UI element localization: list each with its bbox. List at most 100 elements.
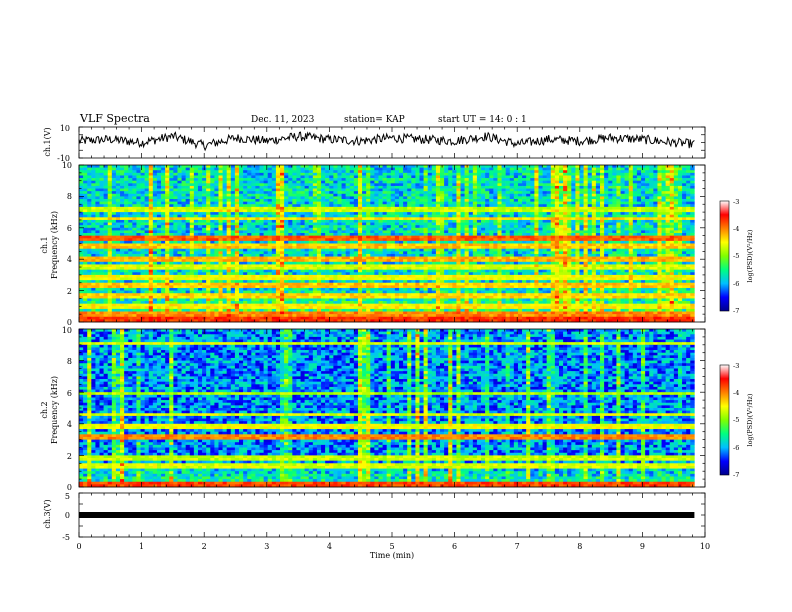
spectrogram-cell — [394, 235, 400, 239]
spectrogram-cell — [321, 227, 326, 231]
spectrogram-cell — [177, 178, 182, 181]
spectrogram-cell — [583, 167, 588, 171]
spectrogram-cell — [206, 248, 211, 252]
spectrogram-cell — [661, 243, 666, 247]
spectrogram-cell — [435, 219, 441, 223]
spectrogram-cell — [612, 191, 617, 195]
spectrogram-cell — [407, 165, 412, 168]
spectrogram-cell — [234, 240, 240, 244]
spectrogram-cell — [489, 227, 494, 231]
spectrogram-cell — [501, 175, 506, 179]
spectrogram-cell — [571, 212, 576, 216]
spectrogram-cell — [624, 180, 630, 184]
spectrogram-cell — [378, 222, 383, 226]
spectrogram-cell — [120, 225, 125, 229]
spectrogram-cell — [485, 217, 490, 221]
spectrogram-cell — [304, 170, 310, 174]
spectrogram-cell — [608, 225, 613, 229]
spectrogram-cell — [325, 225, 330, 229]
spectrogram-cell — [353, 212, 359, 216]
spectrogram-cell — [513, 193, 519, 197]
spectrogram-cell — [669, 175, 675, 179]
spectrogram-cell — [649, 172, 654, 176]
spectrogram-cell — [673, 240, 679, 244]
spectrogram-cell — [435, 217, 441, 221]
spectrogram-cell — [628, 240, 634, 244]
spectrogram-cell — [448, 246, 453, 250]
spectrogram-cell — [321, 233, 326, 236]
spectrogram-cell — [563, 178, 568, 181]
spectrogram-cell — [288, 193, 293, 197]
spectrogram-cell — [423, 201, 428, 205]
spectrogram-cell — [493, 246, 498, 250]
spectrogram-cell — [624, 227, 630, 231]
spectrogram-cell — [608, 178, 613, 181]
spectrogram-cell — [91, 191, 96, 195]
spectrogram-cell — [386, 217, 392, 221]
spectrogram-cell — [87, 212, 92, 216]
spectrogram-cell — [493, 248, 498, 252]
spectrogram-cell — [624, 240, 630, 244]
spectrogram-cell — [197, 225, 203, 229]
spectrogram-cell — [682, 167, 687, 171]
spectrogram-cell — [612, 167, 617, 171]
spectrogram-cell — [181, 212, 186, 216]
spectrogram-cell — [530, 206, 535, 210]
spectrogram-cell — [165, 217, 170, 221]
spectrogram-cell — [505, 180, 511, 184]
spectrogram-cell — [173, 212, 178, 216]
spectrogram-cell — [669, 240, 675, 244]
spectrogram-cell — [513, 201, 519, 205]
spectrogram-cell — [485, 246, 490, 250]
spectrogram-cell — [636, 222, 642, 226]
spectrogram-cell — [595, 240, 601, 244]
spectrogram-cell — [612, 222, 617, 226]
spectrogram-cell — [189, 185, 195, 189]
spectrogram-cell — [152, 172, 158, 176]
spectrogram-cell — [661, 240, 666, 244]
spectrogram-cell — [501, 233, 506, 236]
spectrogram-cell — [481, 227, 486, 231]
spectrogram-cell — [115, 230, 121, 234]
spectrogram-cell — [583, 188, 588, 192]
spectrogram-cell — [579, 248, 584, 252]
spectrogram-cell — [255, 196, 260, 200]
spectrogram-cell — [321, 243, 326, 247]
spectrogram-cell — [497, 243, 502, 247]
spectrogram-cell — [226, 217, 232, 221]
spectrogram-cell — [632, 204, 638, 208]
spectrogram-cell — [489, 246, 494, 250]
spectrogram-cell — [226, 193, 232, 197]
spectrogram-cell — [636, 175, 642, 179]
spectrogram-cell — [193, 165, 199, 168]
spectrogram-cell — [661, 230, 666, 234]
spectrogram-cell — [677, 233, 683, 236]
spectrogram-cell — [197, 165, 203, 168]
spectrogram-cell — [202, 212, 207, 216]
spectrogram-cell — [440, 227, 445, 231]
spectrogram-cell — [120, 240, 125, 244]
spectrogram-cell — [247, 175, 252, 179]
spectrogram-cell — [390, 196, 396, 200]
spectrogram-cell — [374, 193, 379, 197]
spectrogram-cell — [206, 251, 211, 255]
spectrogram-cell — [316, 183, 322, 187]
spectrogram-cell — [312, 199, 318, 202]
ch1-ytick-top: 10 — [60, 124, 70, 133]
spectrogram-cell — [583, 172, 588, 176]
spectrogram-cell — [103, 227, 109, 231]
spectrogram-cell — [210, 214, 215, 218]
spectrogram-cell — [534, 235, 539, 239]
spectrogram-cell — [316, 233, 322, 236]
spectrogram-cell — [280, 233, 285, 236]
spectrogram-cell — [136, 193, 141, 197]
spectrogram-cell — [329, 196, 334, 200]
spectrogram-cell — [222, 225, 227, 229]
spectrogram-cell — [517, 172, 523, 176]
spectrogram-cell — [550, 219, 556, 223]
spectrogram-cell — [567, 196, 572, 200]
spectrogram-cell — [210, 204, 215, 208]
spectrogram-cell — [464, 222, 470, 226]
spectrogram-cell — [321, 201, 326, 205]
spectrogram-cell — [423, 227, 428, 231]
